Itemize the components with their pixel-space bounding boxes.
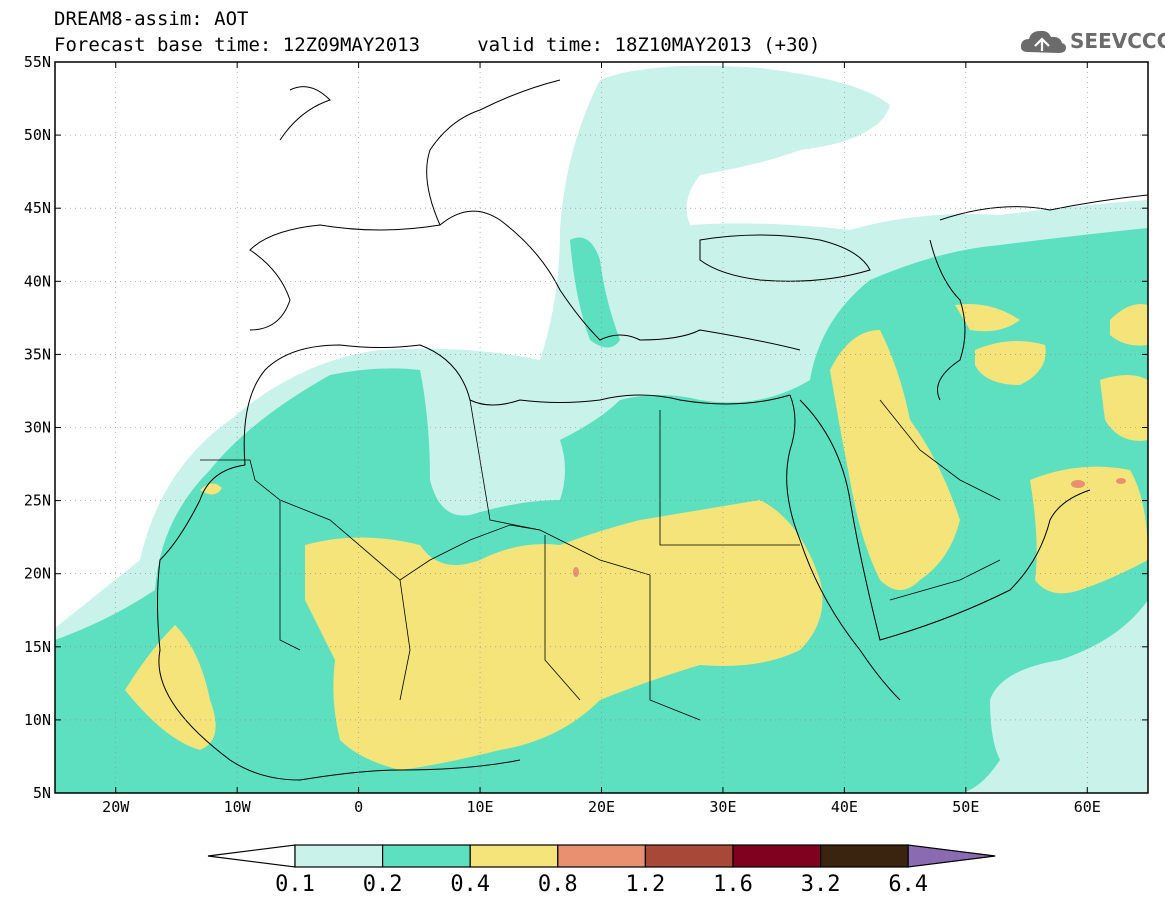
aot-band-0.4-sahara — [200, 483, 222, 495]
lat-label: 45N — [24, 199, 51, 217]
colorbar-label: 0.8 — [538, 872, 578, 897]
coastlines — [157, 79, 1148, 781]
colorbar-swatch — [732, 844, 822, 868]
lon-label: 50E — [952, 798, 979, 816]
aot-band-0.2-adriatic — [570, 237, 620, 348]
aot-band-0.4 — [305, 500, 823, 770]
colorbar-swatch — [819, 844, 909, 868]
colorbar-label: 3.2 — [801, 872, 841, 897]
lat-label: 25N — [24, 492, 51, 510]
aot-band-0.4-caspian — [955, 304, 1020, 332]
colorbar-label: 0.4 — [450, 872, 490, 897]
colorbar-swatch — [644, 844, 734, 868]
aot-band-0.4-pakistan — [1110, 304, 1148, 346]
axis-ticks — [55, 61, 1148, 794]
lat-label: 5N — [33, 784, 51, 802]
lat-label: 20N — [24, 565, 51, 583]
aot-band-0.4-arabia — [830, 330, 960, 590]
lat-label: 55N — [24, 53, 51, 71]
aot-band-0.4-oman — [1030, 466, 1148, 594]
borders — [200, 399, 1001, 721]
colorbar-swatch — [294, 844, 384, 868]
aot-field — [55, 65, 1148, 793]
lat-label: 35N — [24, 345, 51, 363]
colorbar-label: 1.6 — [713, 872, 753, 897]
axis-labels: 55N 50N 45N 40N 35N 30N 25N 20N 15N 10N 5N 20W 10W 0 1… — [24, 53, 1101, 816]
seevccc-logo: SEEVCCC — [1018, 24, 1165, 58]
aot-band-0.2-balkan — [640, 158, 700, 200]
lon-label: 40E — [831, 798, 858, 816]
colorbar-label: 0.1 — [275, 872, 315, 897]
colorbar-label: 1.2 — [626, 872, 666, 897]
lon-label: 10E — [467, 798, 494, 816]
colorbar: 0.1 0.2 0.4 0.8 1.2 1.6 3.2 6.4 — [207, 844, 996, 897]
aot-band-0.8-spot — [1116, 478, 1126, 484]
title-line-2: Forecast base time: 12Z09MAY2013 valid t… — [54, 34, 821, 56]
colorbar-swatch — [382, 844, 471, 868]
lat-label: 30N — [24, 419, 51, 437]
lat-label: 15N — [24, 638, 51, 656]
aot-band-0.4-iran — [975, 341, 1046, 385]
title-line-1: DREAM8-assim: AOT — [54, 8, 249, 30]
lat-label: 40N — [24, 272, 51, 290]
colorbar-swatch — [557, 844, 646, 868]
colorbar-swatch — [469, 844, 559, 868]
grid-lines — [55, 62, 1148, 793]
lat-label: 50N — [24, 126, 51, 144]
aot-band-0.4-east — [1100, 375, 1148, 441]
colorbar-over-arrow — [907, 844, 996, 868]
lon-label: 20E — [588, 798, 615, 816]
colorbar-label: 6.4 — [888, 872, 928, 897]
logo-text: SEEVCCC — [1070, 29, 1165, 53]
aot-band-0.8-spot — [1071, 480, 1085, 488]
cloud-icon — [1020, 30, 1066, 53]
colorbar-label: 0.2 — [363, 872, 403, 897]
lon-label: 10W — [224, 798, 252, 816]
lon-label: 30E — [709, 798, 736, 816]
lat-label: 10N — [24, 711, 51, 729]
aot-band-0.8-spot — [573, 567, 579, 577]
lon-label: 0 — [354, 798, 363, 816]
aot-band-0.4-westafrica — [125, 625, 216, 750]
lon-label: 20W — [102, 798, 130, 816]
colorbar-under-arrow — [207, 844, 296, 868]
lon-label: 60E — [1074, 798, 1101, 816]
